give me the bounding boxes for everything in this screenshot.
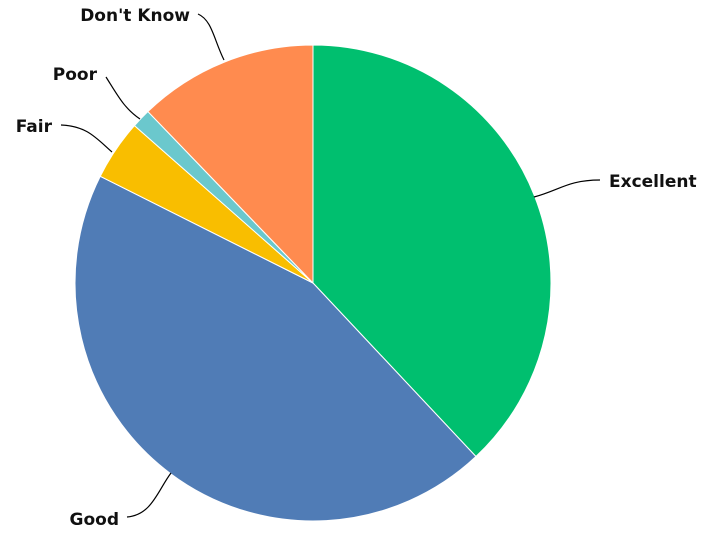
slice-labels: Excellent Good Fair Poor Don't Know (16, 6, 697, 530)
leader-line-good (126, 472, 172, 518)
pie-slice-don-t-know (147, 44, 314, 285)
leader-line-fair (60, 124, 113, 153)
slice-label-fair: Fair (16, 117, 53, 137)
pie-slices (74, 44, 552, 522)
leader-line-poor (105, 76, 141, 120)
slice-label-dont-know: Don't Know (80, 6, 190, 26)
pie-slice-excellent (312, 44, 552, 458)
slice-label-poor: Poor (53, 65, 98, 85)
slice-label-excellent: Excellent (609, 172, 697, 192)
leader-line-dont-know (197, 13, 225, 61)
leader-lines (60, 13, 601, 518)
slice-label-good: Good (70, 510, 119, 530)
leader-line-excellent (533, 179, 601, 198)
